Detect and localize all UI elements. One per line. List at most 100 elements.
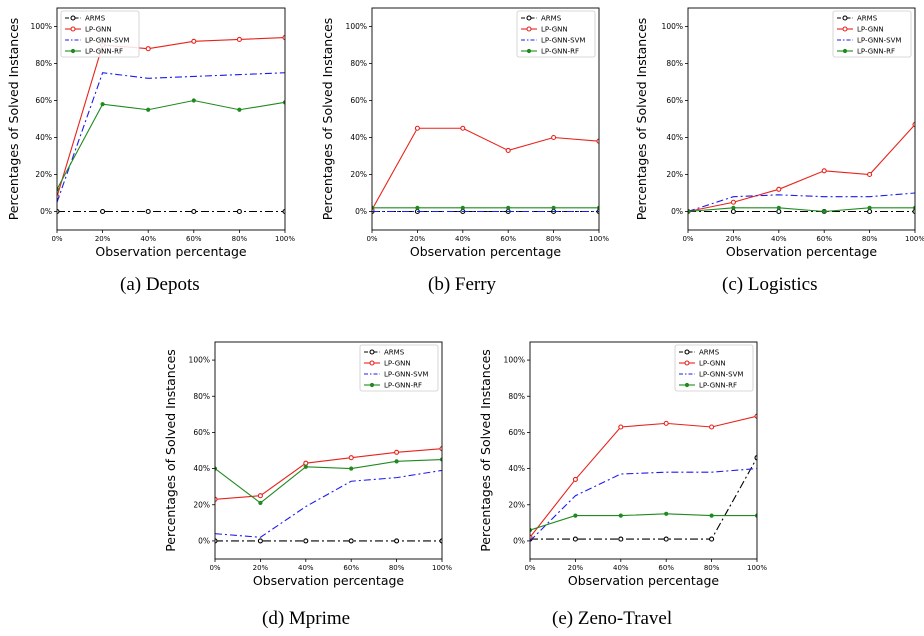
- caption-mprime: (d) Mprime: [262, 608, 351, 629]
- data-point: [867, 171, 873, 178]
- legend-marker: [526, 48, 532, 54]
- series-line: [688, 192, 915, 213]
- x-tick-label: 100%: [275, 235, 295, 243]
- data-point: [348, 455, 354, 461]
- x-tick-label: 20%: [568, 564, 584, 572]
- series-lp-gnn: [215, 446, 442, 502]
- legend-label: LP-GNN-SVM: [384, 371, 428, 379]
- y-tick-label: 80%: [666, 59, 683, 68]
- chart-svg: 0% 20% 40% 60% 80% 100% 0% 20% 40% 60% 80% 100% Obse…: [320, 7, 610, 259]
- y-tick-label: 20%: [508, 500, 525, 509]
- x-tick-label: 60%: [658, 564, 674, 572]
- x-axis-label: Observation percentage: [253, 573, 405, 588]
- legend-item: LP-GNN-RF: [364, 382, 422, 390]
- plot-frame: [214, 341, 443, 560]
- x-axis-label: Observation percentage: [95, 244, 247, 259]
- y-axis-label: Percentages of Solved Instances: [6, 18, 21, 221]
- legend: ARMS LP-GNN LP-GNN-SVM LP-GNN-RF: [674, 344, 754, 392]
- y-tick-label: 0%: [355, 207, 367, 216]
- data-point: [348, 538, 354, 544]
- y-axis-label: Percentages of Solved Instances: [163, 349, 178, 552]
- x-tick-label: 80%: [704, 564, 720, 572]
- legend-item: LP-GNN-RF: [837, 48, 895, 56]
- chart-svg: 0% 20% 40% 60% 80% 100% 0% 20% 40% 60% 80% 100% Obse…: [6, 7, 295, 259]
- legend-label: LP-GNN-SVM: [85, 37, 129, 45]
- x-axis-label: Observation percentage: [726, 244, 878, 259]
- x-tick-label: 40%: [455, 235, 471, 243]
- data-point: [709, 424, 715, 430]
- data-point: [776, 186, 782, 192]
- data-point: [460, 205, 465, 210]
- y-tick-label: 60%: [193, 428, 210, 437]
- series-lp-gnn: [57, 35, 285, 200]
- data-point: [100, 208, 106, 215]
- x-tick-label: 20%: [95, 235, 111, 243]
- series-lp-gnn-rf: [688, 205, 915, 214]
- data-point: [258, 500, 263, 506]
- data-point: [191, 98, 196, 103]
- legend-label: LP-GNN-RF: [541, 48, 579, 56]
- series-line: [215, 458, 442, 504]
- caption-ferry: (b) Ferry: [428, 274, 497, 295]
- data-point: [57, 208, 60, 215]
- legend-item: ARMS: [65, 15, 106, 23]
- x-tick-label: 80%: [546, 235, 562, 243]
- series-line: [215, 469, 442, 538]
- legend-box: [674, 344, 754, 392]
- data-point: [282, 208, 285, 215]
- x-tick-label: 40%: [140, 235, 156, 243]
- series-arms: [530, 455, 757, 542]
- legend-label: LP-GNN: [85, 26, 112, 34]
- data-point: [236, 208, 242, 215]
- data-point: [146, 107, 151, 112]
- series-line: [530, 513, 757, 531]
- axis-ticks: 0% 20% 40% 60% 80% 100% 0% 20% 40% 60% 80% 100%: [346, 22, 610, 243]
- x-tick-label: 100%: [432, 564, 452, 572]
- plot-frame: [687, 7, 916, 231]
- y-tick-label: 100%: [346, 22, 367, 31]
- data-point: [414, 125, 420, 131]
- legend-marker: [526, 15, 532, 21]
- data-point: [394, 459, 399, 464]
- legend-item: LP-GNN-RF: [679, 382, 737, 390]
- legend-item: LP-GNN-RF: [65, 48, 123, 56]
- data-point: [776, 205, 781, 210]
- legend-item: LP-GNN-SVM: [837, 37, 901, 45]
- y-tick-label: 100%: [189, 356, 210, 365]
- legend-label: ARMS: [384, 349, 405, 357]
- legend: ARMS LP-GNN LP-GNN-SVM LP-GNN-RF: [516, 10, 596, 58]
- series-lp-gnn: [688, 122, 915, 215]
- data-point: [663, 420, 669, 426]
- plot-frame: [371, 7, 600, 231]
- legend-label: LP-GNN-RF: [857, 48, 895, 56]
- plot-frame: [56, 7, 286, 231]
- y-tick-label: 100%: [504, 356, 525, 365]
- x-tick-label: 60%: [343, 564, 359, 572]
- data-point: [663, 536, 669, 542]
- data-point: [776, 208, 782, 215]
- data-point: [237, 107, 242, 112]
- data-point: [709, 513, 714, 518]
- data-point: [394, 449, 400, 455]
- data-point: [822, 209, 827, 214]
- series-lp-gnn-svm: [215, 469, 442, 538]
- y-tick-label: 60%: [666, 96, 683, 105]
- data-point: [191, 38, 197, 44]
- data-point: [573, 513, 578, 518]
- chart-panel-logistics: 0% 20% 40% 60% 80% 100% 0% 20% 40% 60% 80% 100% Obse…: [628, 0, 924, 275]
- data-point: [506, 205, 511, 210]
- y-tick-label: 40%: [193, 464, 210, 473]
- legend-item: LP-GNN: [65, 26, 112, 34]
- legend-item: LP-GNN-SVM: [679, 371, 743, 379]
- legend-box: [359, 344, 439, 392]
- chart-panel-ferry: 0% 20% 40% 60% 80% 100% 0% 20% 40% 60% 80% 100% Obse…: [314, 0, 614, 275]
- legend-item: ARMS: [521, 15, 562, 23]
- y-tick-label: 0%: [40, 207, 52, 216]
- data-point: [257, 493, 263, 499]
- legend-item: LP-GNN: [679, 360, 726, 368]
- y-tick-label: 80%: [350, 59, 367, 68]
- legend-label: LP-GNN-RF: [384, 382, 422, 390]
- data-point: [257, 538, 263, 544]
- caption-depots: (a) Depots: [120, 274, 200, 295]
- legend-marker: [70, 26, 76, 32]
